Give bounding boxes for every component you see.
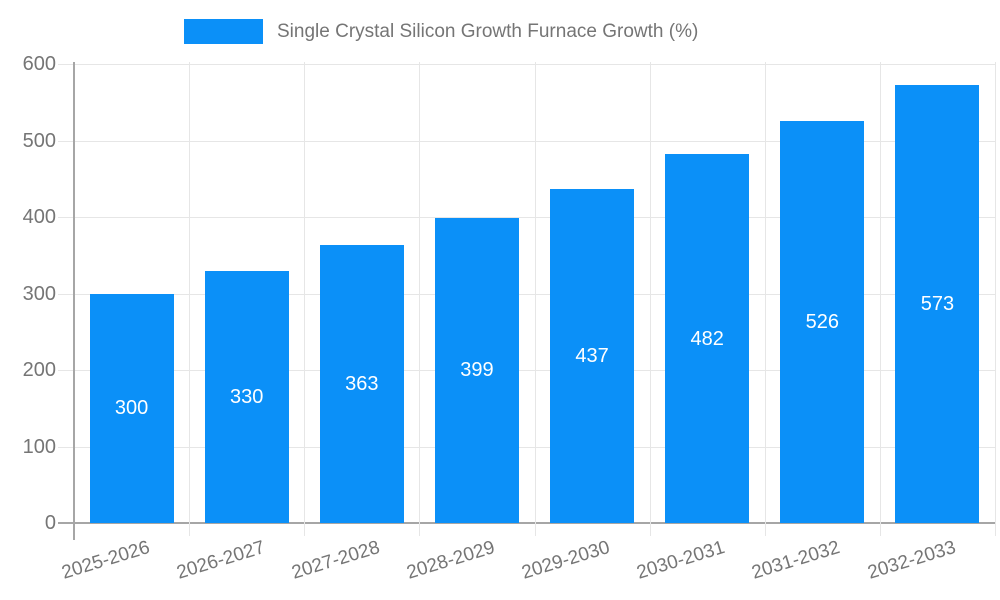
x-tick-label: 2028-2029 <box>404 536 498 584</box>
x-gridline <box>189 62 191 536</box>
bar-value-label: 573 <box>920 292 955 315</box>
y-tick-label: 500 <box>22 129 56 152</box>
x-gridline <box>879 62 881 536</box>
x-gridline <box>995 62 996 536</box>
x-gridline <box>304 62 306 536</box>
bar[interactable] <box>319 245 404 523</box>
x-gridline <box>534 62 536 536</box>
x-gridline <box>649 62 651 536</box>
y-tick-label: 600 <box>22 53 56 75</box>
bar-value-label: 482 <box>690 327 724 350</box>
bar[interactable] <box>434 217 519 523</box>
y-tick-label: 100 <box>22 435 56 458</box>
x-tick-label: 2026-2027 <box>174 536 268 584</box>
bar[interactable] <box>895 84 980 523</box>
y-gridline <box>58 217 995 218</box>
y-tick-label: 300 <box>22 282 56 305</box>
bar-value-label: 526 <box>805 310 839 333</box>
y-gridline <box>58 64 995 65</box>
legend-swatch <box>184 19 263 44</box>
bar[interactable] <box>780 120 865 523</box>
x-tick-label: 2027-2028 <box>289 536 383 584</box>
x-tick-label: 2032-2033 <box>864 536 958 584</box>
y-gridline <box>58 370 995 371</box>
y-gridline <box>58 140 995 142</box>
x-tick-label: 2029-2030 <box>519 536 613 584</box>
bar-value-label: 330 <box>230 385 264 408</box>
y-tick-label: 400 <box>22 206 56 228</box>
x-tick-label: 2030-2031 <box>634 536 728 584</box>
y-tick-label: 200 <box>22 359 56 381</box>
x-tick-label: 2025-2026 <box>58 536 152 584</box>
bar[interactable] <box>550 188 635 523</box>
y-tick-label: 0 <box>44 512 56 534</box>
x-tick-label: 2031-2032 <box>749 536 843 584</box>
bar[interactable] <box>204 270 289 523</box>
x-gridline <box>764 62 766 536</box>
bar-value-label: 300 <box>114 397 149 420</box>
y-axis-line <box>73 62 75 540</box>
y-gridline <box>58 293 995 295</box>
x-axis-baseline <box>58 522 995 524</box>
y-gridline <box>58 446 995 448</box>
bar[interactable] <box>89 293 174 523</box>
bar-value-label: 363 <box>345 373 379 396</box>
x-gridline <box>419 62 421 536</box>
bar-value-label: 399 <box>460 359 494 382</box>
legend: Single Crystal Silicon Growth Furnace Gr… <box>184 19 698 44</box>
bar-value-label: 437 <box>575 344 609 367</box>
legend-label: Single Crystal Silicon Growth Furnace Gr… <box>277 21 699 42</box>
bar[interactable] <box>665 154 750 523</box>
